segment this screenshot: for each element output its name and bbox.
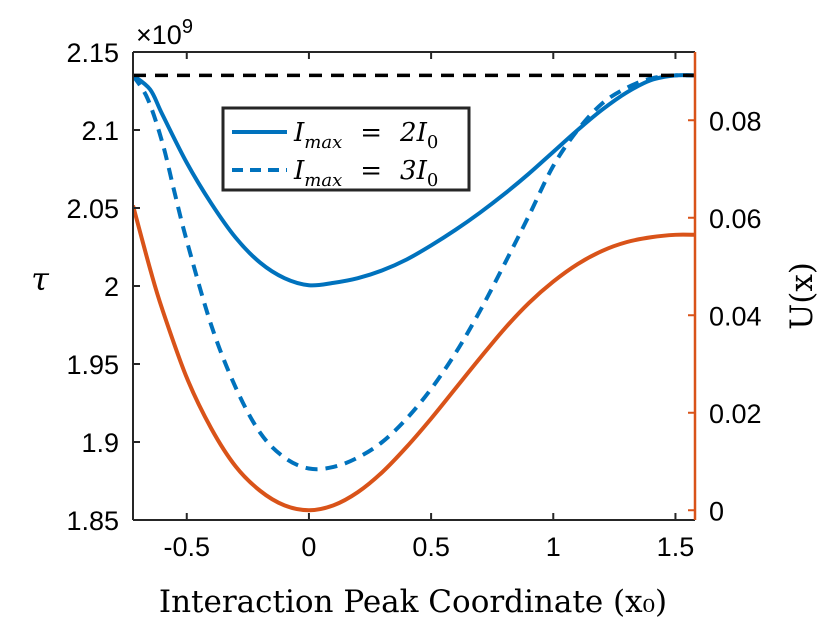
series-layer xyxy=(133,73,695,513)
series-line-2 xyxy=(133,205,695,513)
legend-label-0: Imax = 2I0 xyxy=(293,118,438,153)
legend-box xyxy=(221,106,471,192)
x-tick-label: 0.5 xyxy=(412,532,450,562)
y-exponent-power: 9 xyxy=(182,16,193,38)
series-line-0 xyxy=(133,73,695,288)
x-tick-label: 1 xyxy=(546,532,561,562)
series-line-1 xyxy=(133,73,695,472)
y-left-tick-label: 1.85 xyxy=(66,506,119,536)
x-tick-label: 0 xyxy=(301,532,316,562)
y-left-tick-label: 1.9 xyxy=(81,428,119,458)
y-right-tick-label: 0.08 xyxy=(709,106,762,136)
y-right-tick-label: 0.06 xyxy=(709,204,762,234)
legend: Imax = 2I0 Imax = 3I0 xyxy=(221,106,471,192)
y-axis-left-label: τ xyxy=(31,260,50,298)
y-left-tick-label: 2.15 xyxy=(66,38,119,68)
y-left-tick-label: 2.05 xyxy=(66,194,119,224)
x-axis-label: Interaction Peak Coordinate (x₀) xyxy=(159,584,667,620)
y-right-tick-label: 0.02 xyxy=(709,399,762,429)
y-left-tick-label: 2 xyxy=(104,272,119,302)
x-tick-label: -0.5 xyxy=(163,532,210,562)
x-tick-label: 1.5 xyxy=(657,532,695,562)
y-left-tick-label: 1.95 xyxy=(66,350,119,380)
legend-label-1: Imax = 3I0 xyxy=(293,156,438,191)
ticks-layer: -0.5 0 0.5 1 1.5 1.85 1.9 1.95 2 2.05 2.1 2.15 0 0.02… xyxy=(66,38,761,562)
y-left-tick-label: 2.1 xyxy=(81,116,119,146)
y-right-tick-label: 0.04 xyxy=(709,301,762,331)
y-right-tick-label: 0 xyxy=(709,496,724,526)
y-axis-right-label: U(x) xyxy=(784,262,820,330)
y-exponent-label: ×109 xyxy=(136,16,193,50)
